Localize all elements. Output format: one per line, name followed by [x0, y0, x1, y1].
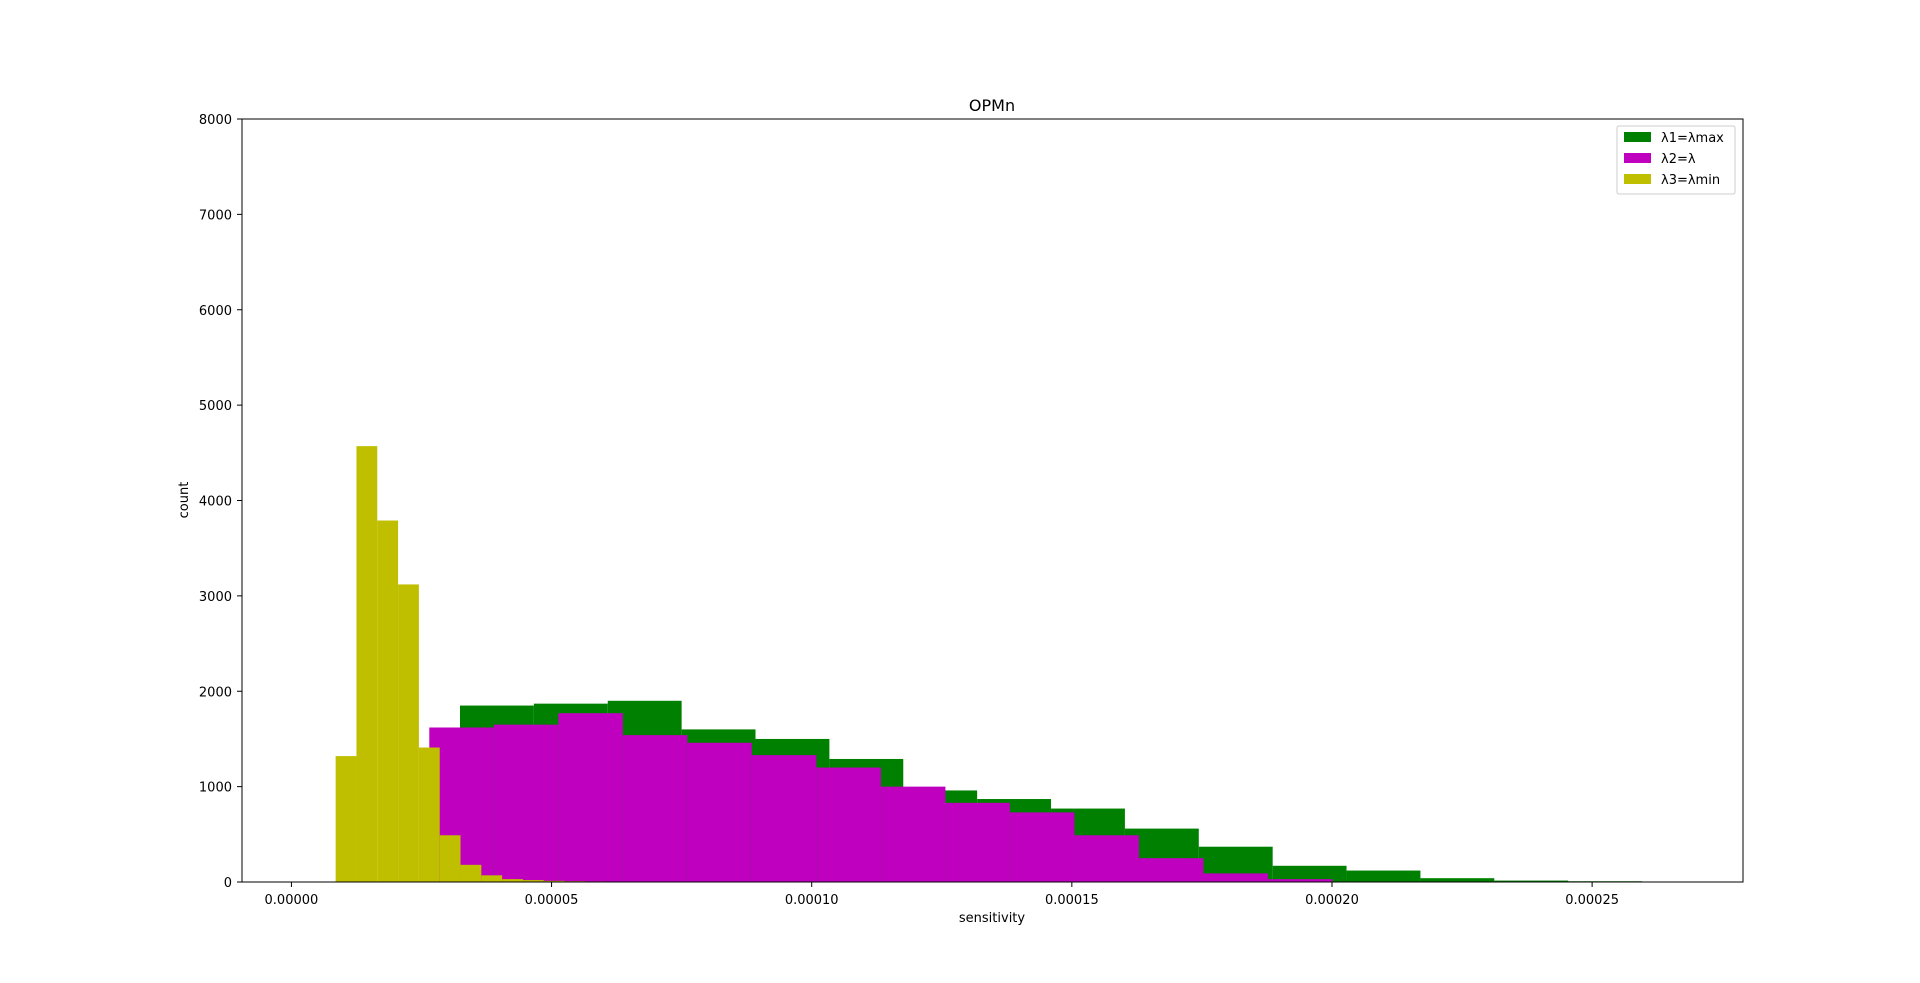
legend-swatch: [1624, 132, 1651, 142]
x-tick-label: 0.00010: [785, 893, 839, 908]
histogram-bar-series-3: [543, 880, 565, 882]
x-axis-label: sensitivity: [959, 911, 1026, 926]
histogram-bar-series-3: [418, 747, 440, 882]
legend-label: λ3=λmin: [1661, 173, 1720, 188]
y-tick-label: 4000: [199, 495, 232, 510]
legend-label: λ2=λ: [1661, 152, 1696, 167]
y-tick-label: 2000: [199, 685, 232, 700]
x-tick-label: 0.00005: [525, 893, 579, 908]
histogram-bar-series-2: [1009, 812, 1075, 882]
y-tick-label: 1000: [199, 781, 232, 796]
legend: λ1=λmax λ2=λ λ3=λmin: [1616, 125, 1736, 195]
histogram-bar-series-3: [481, 875, 503, 882]
histogram-bar-series-2: [622, 735, 688, 882]
histogram-bar-series-2: [1267, 879, 1333, 882]
histogram-bar-series-2: [493, 724, 559, 882]
legend-swatch: [1624, 174, 1651, 184]
histogram-bar-series-3: [398, 584, 419, 882]
y-tick-label: 3000: [199, 590, 232, 605]
histogram-bar-series-2: [945, 802, 1010, 882]
histogram-bar-series-1: [1420, 878, 1495, 882]
histogram-bar-series-1: [1494, 880, 1569, 882]
histogram-bar-series-3: [377, 520, 399, 882]
y-tick-label: 8000: [199, 113, 232, 128]
histogram-bar-series-2: [687, 742, 752, 882]
x-tick-label: 0.00020: [1305, 893, 1359, 908]
histogram-bar-series-2: [880, 786, 946, 882]
y-axis-label: count: [177, 482, 192, 519]
y-tick-label: 6000: [199, 304, 232, 319]
legend-label: λ1=λmax: [1661, 131, 1724, 146]
histogram-bar-series-3: [522, 880, 544, 882]
x-tick-label: 0.00025: [1565, 893, 1619, 908]
legend-swatch: [1624, 153, 1651, 163]
histogram-bar-series-3: [460, 864, 482, 882]
x-tick-label: 0.00015: [1045, 893, 1099, 908]
y-tick-label: 0: [224, 876, 232, 891]
histogram-bar-series-3: [335, 756, 357, 882]
bars-group: [335, 446, 1716, 882]
histogram-bar-series-2: [558, 713, 623, 882]
histogram-bar-series-3: [502, 879, 523, 882]
histogram-bar-series-2: [751, 755, 817, 882]
histogram-bar-series-3: [356, 446, 378, 882]
histogram-bar-series-2: [1203, 873, 1268, 882]
histogram-bar-series-2: [816, 767, 881, 882]
y-axis-ticks: 0 1000 2000 3000 4000 5000 6000 7000 8000: [199, 113, 242, 891]
y-tick-label: 5000: [199, 399, 232, 414]
y-tick-label: 7000: [199, 208, 232, 223]
histogram-bar-series-1: [1346, 870, 1421, 882]
histogram-bar-series-2: [1074, 835, 1139, 882]
x-tick-label: 0.00000: [265, 893, 319, 908]
histogram-bar-series-1: [1272, 865, 1347, 882]
x-axis-ticks: 0.00000 0.00005 0.00010 0.00015 0.00020 0.000…: [265, 882, 1619, 908]
chart-title: OPMn: [969, 96, 1015, 115]
histogram-bar-series-2: [1138, 858, 1204, 882]
histogram-bar-series-3: [439, 835, 461, 882]
